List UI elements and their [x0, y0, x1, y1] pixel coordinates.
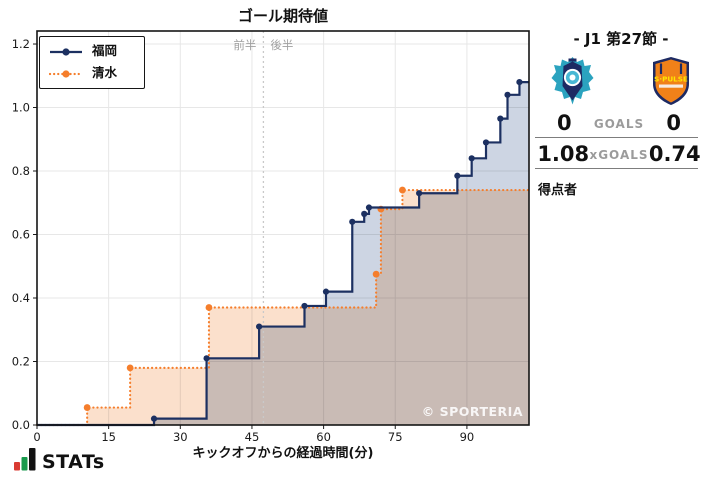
- series-line-fukuoka: [37, 81, 529, 427]
- x-tick-label: 0: [33, 430, 40, 444]
- x-tick-label: 30: [173, 430, 188, 444]
- event-marker-fukuoka: [349, 218, 356, 225]
- xg-step-chart: 前半 後半 © SPORTERIA 0 15 30 45 60 75 90 0.0 0.2 0.4 0.6…: [12, 30, 531, 444]
- shimizu-line-sample-icon: [49, 69, 83, 78]
- event-marker-fukuoka: [361, 210, 368, 217]
- home-goals: 0: [557, 111, 572, 135]
- away-goals: 0: [666, 111, 681, 135]
- event-marker-fukuoka: [504, 91, 511, 98]
- fukuoka-line-sample-icon: [50, 47, 82, 56]
- chart-legend: 福岡 清水: [39, 36, 145, 89]
- x-tick-label: 90: [460, 430, 475, 444]
- event-marker-fukuoka: [468, 155, 475, 162]
- y-tick-label: 0.6: [12, 228, 30, 242]
- event-marker-shimizu: [126, 364, 134, 372]
- bar-chart-logo-icon: [14, 448, 36, 471]
- event-marker-fukuoka: [322, 288, 330, 295]
- y-tick-label: 0.0: [12, 418, 30, 432]
- legend-label-shimizu: 清水: [92, 65, 118, 81]
- sporteria-watermark: © SPORTERIA: [422, 404, 523, 419]
- legend-item-shimizu: 清水: [49, 66, 135, 81]
- goals-label: GOALS: [593, 116, 645, 131]
- y-tick-label: 0.4: [12, 291, 30, 305]
- brand-wordmark: STATs: [42, 450, 105, 473]
- first-half-label: 前半: [233, 38, 256, 52]
- series-line-shimizu: [35, 188, 531, 427]
- event-marker-fukuoka: [454, 172, 461, 179]
- event-marker-shimizu: [399, 186, 406, 194]
- xgoals-label: xGOALS: [589, 147, 649, 162]
- event-marker-fukuoka: [482, 139, 490, 146]
- xgoals-divider: [535, 168, 698, 169]
- goals-row: 0 GOALS 0: [537, 111, 701, 135]
- x-axis-label: キックオフからの経過時間(分): [192, 446, 374, 461]
- event-marker-fukuoka: [497, 115, 504, 122]
- event-marker-fukuoka: [203, 355, 210, 362]
- team-crests: S·PULSE: [535, 56, 707, 106]
- event-marker-fukuoka: [150, 415, 158, 422]
- away-xgoals: 0.74: [648, 142, 701, 166]
- avispa-fukuoka-crest-icon: [551, 57, 594, 105]
- event-marker-fukuoka: [365, 204, 373, 211]
- event-marker-fukuoka: [416, 190, 423, 197]
- event-marker-shimizu: [83, 404, 91, 411]
- event-marker-fukuoka: [256, 323, 263, 330]
- x-tick-label: 45: [245, 430, 260, 444]
- xgoals-row: 1.08 xGOALS 0.74: [537, 142, 701, 166]
- x-tick-label: 75: [388, 430, 403, 444]
- event-marker-shimizu: [205, 304, 213, 311]
- shimizu-s-pulse-crest-icon: S·PULSE: [653, 57, 689, 105]
- event-marker-fukuoka: [516, 79, 523, 86]
- event-marker-fukuoka: [301, 302, 308, 310]
- x-tick-label: 60: [316, 430, 331, 444]
- scorers-heading: 得点者: [538, 183, 578, 198]
- plot-border: [36, 30, 530, 426]
- y-tick-label: 1.2: [12, 37, 30, 51]
- event-marker-shimizu: [372, 270, 380, 278]
- stats-brand: STATs: [13, 446, 105, 471]
- second-half-label: 後半: [270, 38, 293, 52]
- x-tick-label: 15: [101, 430, 116, 444]
- round-title: - J1 第27節 -: [573, 30, 669, 48]
- match-summary-panel: - J1 第27節 - S·PULSE 0 GOALS 0: [535, 0, 707, 479]
- y-tick-label: 1.0: [12, 101, 30, 115]
- legend-item-fukuoka: 福岡: [49, 44, 135, 59]
- goals-divider: [535, 137, 698, 138]
- y-tick-label: 0.2: [12, 355, 30, 369]
- series-area-fukuoka: [37, 82, 529, 425]
- home-xgoals: 1.08: [537, 142, 590, 166]
- svg-text:S·PULSE: S·PULSE: [654, 75, 688, 84]
- chart-title: ゴール期待値: [237, 7, 328, 25]
- legend-label-fukuoka: 福岡: [92, 43, 118, 59]
- y-tick-label: 0.8: [12, 164, 30, 178]
